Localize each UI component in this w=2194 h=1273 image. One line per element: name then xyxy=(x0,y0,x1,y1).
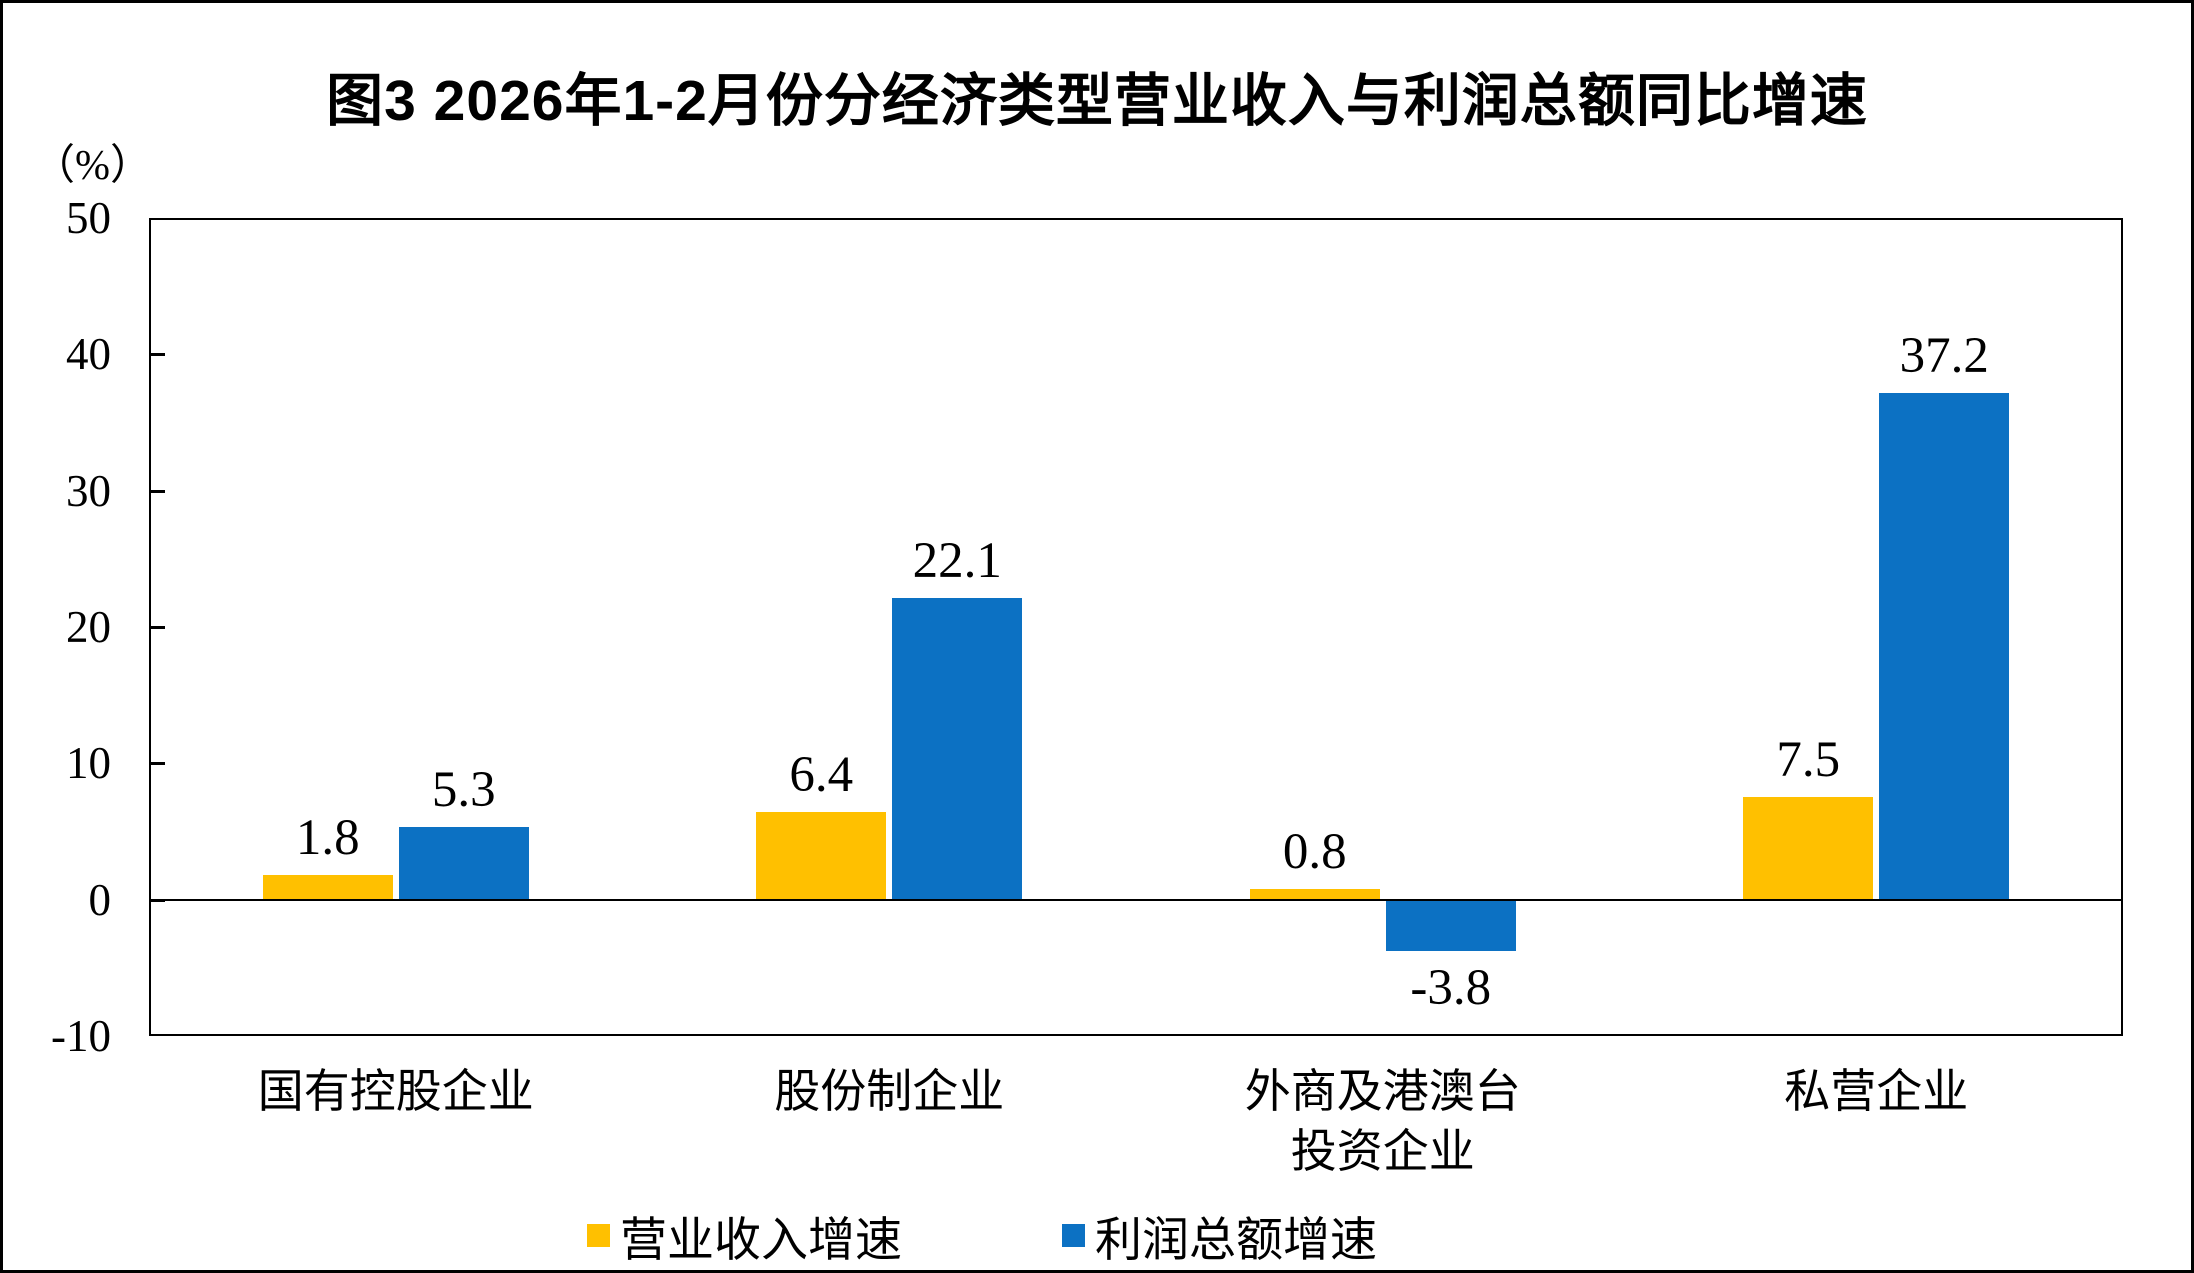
y-axis-tick-label: 0 xyxy=(88,874,112,925)
bar-value-label: 6.4 xyxy=(789,747,854,804)
bar xyxy=(398,827,529,900)
y-axis-tick-mark xyxy=(149,489,165,493)
legend-item: 利润总额增速 xyxy=(1062,1201,1377,1270)
legend-color-swatch-icon xyxy=(1062,1224,1085,1247)
x-axis-category-label: 国有控股企业 xyxy=(257,1066,534,1117)
bar-value-label: -3.8 xyxy=(1410,960,1492,1017)
y-axis-tick-label: 20 xyxy=(66,602,111,652)
y-axis-tick-label: -10 xyxy=(51,1011,111,1061)
legend-item: 营业收入增速 xyxy=(587,1201,902,1270)
bar xyxy=(1249,888,1380,900)
bar xyxy=(1385,899,1516,952)
bar-value-label: 37.2 xyxy=(1899,327,1989,384)
y-axis-tick-label: 50 xyxy=(66,193,111,243)
y-axis-tick-label: 40 xyxy=(66,329,111,380)
bar xyxy=(262,875,393,900)
chart-title: 图3 2026年1-2月份分经济类型营业收入与利润总额同比增速 xyxy=(326,69,1868,133)
y-axis-tick-label: 10 xyxy=(66,738,111,789)
legend-label: 利润总额增速 xyxy=(1095,1215,1377,1267)
y-axis-tick-mark xyxy=(149,626,165,629)
bar-value-label: 5.3 xyxy=(431,762,496,819)
bar-value-label: 0.8 xyxy=(1282,823,1347,880)
bar xyxy=(1879,392,2010,900)
legend-label: 营业收入增速 xyxy=(620,1215,902,1267)
legend-color-swatch-icon xyxy=(587,1224,610,1247)
zero-baseline xyxy=(149,898,2123,901)
bar xyxy=(892,598,1023,900)
y-axis-tick-label: 30 xyxy=(66,465,111,516)
y-axis-unit-label: （%） xyxy=(33,143,152,189)
x-axis-category-label: 私营企业 xyxy=(1784,1066,1969,1117)
x-axis-category-label: 外商及港澳台 投资企业 xyxy=(1244,1066,1521,1177)
bar-value-label: 1.8 xyxy=(295,810,360,867)
chart-legend: 营业收入增速 利润总额增速 xyxy=(3,1201,2076,1270)
x-axis-category-label: 股份制企业 xyxy=(774,1066,1005,1117)
bar-value-label: 22.1 xyxy=(912,533,1002,590)
bar-value-label: 7.5 xyxy=(1776,732,1841,789)
y-axis-tick-mark xyxy=(149,762,165,766)
bar xyxy=(756,812,887,900)
y-axis-tick-mark xyxy=(149,353,165,357)
bar xyxy=(1743,797,1874,900)
